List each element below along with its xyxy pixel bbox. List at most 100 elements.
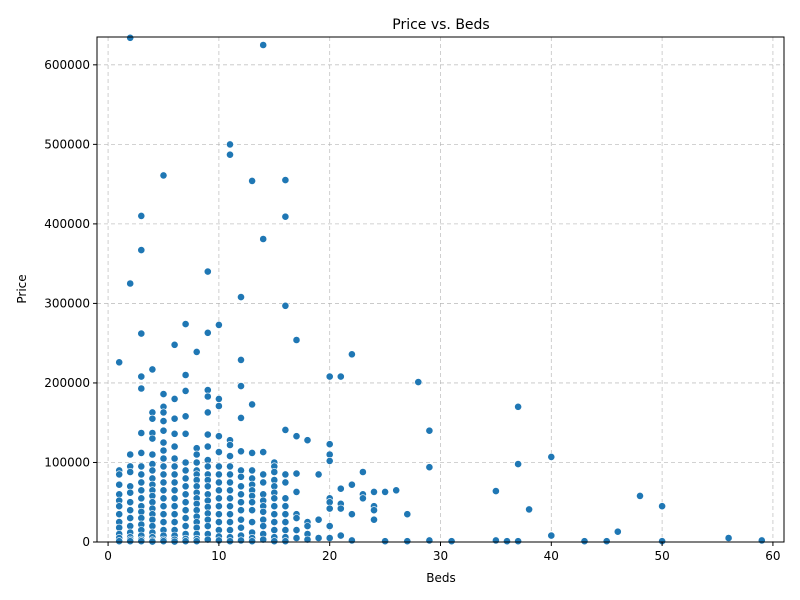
- scatter-point: [336, 484, 345, 493]
- scatter-point: [336, 531, 345, 540]
- scatter-point: [281, 478, 290, 487]
- scatter-point: [514, 537, 522, 546]
- scatter-point: [336, 504, 345, 513]
- scatter-point: [281, 494, 290, 503]
- y-tick-label: 100000: [44, 455, 90, 469]
- scatter-point: [192, 347, 201, 356]
- scatter-point: [281, 526, 290, 534]
- scatter-point: [281, 176, 290, 184]
- scatter-point: [226, 486, 234, 495]
- scatter-point: [303, 436, 312, 445]
- scatter-point: [181, 514, 190, 522]
- scatter-point: [115, 510, 124, 519]
- scatter-point: [126, 506, 135, 515]
- scatter-point: [203, 482, 212, 491]
- scatter-point: [281, 212, 290, 221]
- scatter-point: [159, 494, 168, 503]
- scatter-point: [214, 510, 223, 519]
- scatter-point: [148, 365, 157, 374]
- scatter-point: [447, 537, 456, 546]
- scatter-point: [237, 293, 245, 301]
- scatter-point: [248, 498, 256, 507]
- scatter-point: [159, 470, 168, 479]
- scatter-point: [214, 320, 223, 329]
- scatter-point: [181, 320, 190, 328]
- axis-ticks: 0 10 20 30 40 50 60 0 100000 200000 300000 400000 50…: [44, 58, 780, 563]
- scatter-point: [226, 537, 234, 546]
- scatter-point: [248, 176, 256, 185]
- scatter-point: [159, 502, 168, 511]
- scatter-point: [170, 429, 179, 438]
- scatter-point: [248, 537, 256, 546]
- scatter-point: [248, 466, 256, 475]
- scatter-point: [292, 526, 301, 534]
- scatter-point: [170, 340, 179, 349]
- scatter-point: [137, 429, 146, 437]
- scatter-point: [226, 478, 234, 487]
- scatter-point: [148, 450, 157, 459]
- scatter-point: [325, 440, 334, 449]
- scatter-point: [237, 482, 245, 491]
- scatter-point: [325, 456, 334, 465]
- scatter-point: [281, 502, 290, 511]
- scatter-point: [381, 537, 389, 546]
- scatter-point: [226, 452, 234, 460]
- scatter-point: [259, 535, 268, 544]
- scatter-point: [259, 235, 268, 243]
- scatter-point: [181, 386, 190, 395]
- scatter-point: [115, 480, 124, 489]
- scatter-point: [270, 494, 279, 503]
- scatter-point: [170, 394, 179, 403]
- scatter-point: [159, 462, 168, 471]
- scatter-point: [259, 41, 268, 49]
- scatter-point: [181, 482, 190, 491]
- scatter-point: [137, 537, 146, 546]
- scatter-point: [181, 429, 190, 438]
- x-tick-label: 0: [104, 549, 112, 563]
- scatter-point: [248, 506, 256, 515]
- scatter-point: [126, 488, 135, 497]
- scatter-point: [259, 448, 268, 456]
- scatter-point: [214, 502, 223, 511]
- scatter-point: [237, 515, 245, 524]
- scatter-point: [281, 537, 290, 546]
- scatter-point: [137, 329, 146, 338]
- scatter-point: [192, 450, 201, 459]
- scatter-point: [314, 515, 323, 524]
- scatter-point: [325, 534, 334, 542]
- scatter-point: [159, 171, 168, 180]
- scatter-point: [159, 390, 168, 398]
- scatter-point: [292, 469, 301, 478]
- scatter-point: [658, 502, 666, 511]
- scatter-point: [314, 470, 323, 479]
- scatter-point: [181, 458, 190, 467]
- scatter-point: [259, 478, 268, 487]
- scatter-point: [137, 211, 146, 220]
- scatter-point: [214, 394, 223, 403]
- scatter-point: [292, 514, 301, 522]
- scatter-point: [170, 470, 179, 479]
- scatter-point: [358, 468, 367, 476]
- scatter-point: [203, 462, 212, 471]
- scatter-point: [392, 486, 401, 495]
- scatter-point: [159, 426, 168, 435]
- scatter-point: [281, 518, 290, 526]
- scatter-point: [237, 506, 245, 515]
- scatter-point: [115, 358, 124, 367]
- scatter-point: [126, 468, 135, 476]
- scatter-point: [347, 480, 356, 489]
- scatter-point: [547, 452, 556, 461]
- scatter-point: [159, 478, 168, 487]
- scatter-point: [170, 462, 179, 471]
- scatter-point: [148, 434, 157, 443]
- scatter-point: [237, 472, 245, 481]
- scatter-point: [303, 522, 312, 530]
- scatter-point: [370, 487, 378, 496]
- scatter-point: [347, 510, 356, 519]
- x-tick-label: 30: [433, 549, 448, 563]
- scatter-point: [636, 491, 644, 500]
- scatter-point: [347, 350, 356, 359]
- scatter-point: [226, 502, 234, 511]
- scatter-point: [181, 371, 190, 379]
- scatter-point: [170, 486, 179, 495]
